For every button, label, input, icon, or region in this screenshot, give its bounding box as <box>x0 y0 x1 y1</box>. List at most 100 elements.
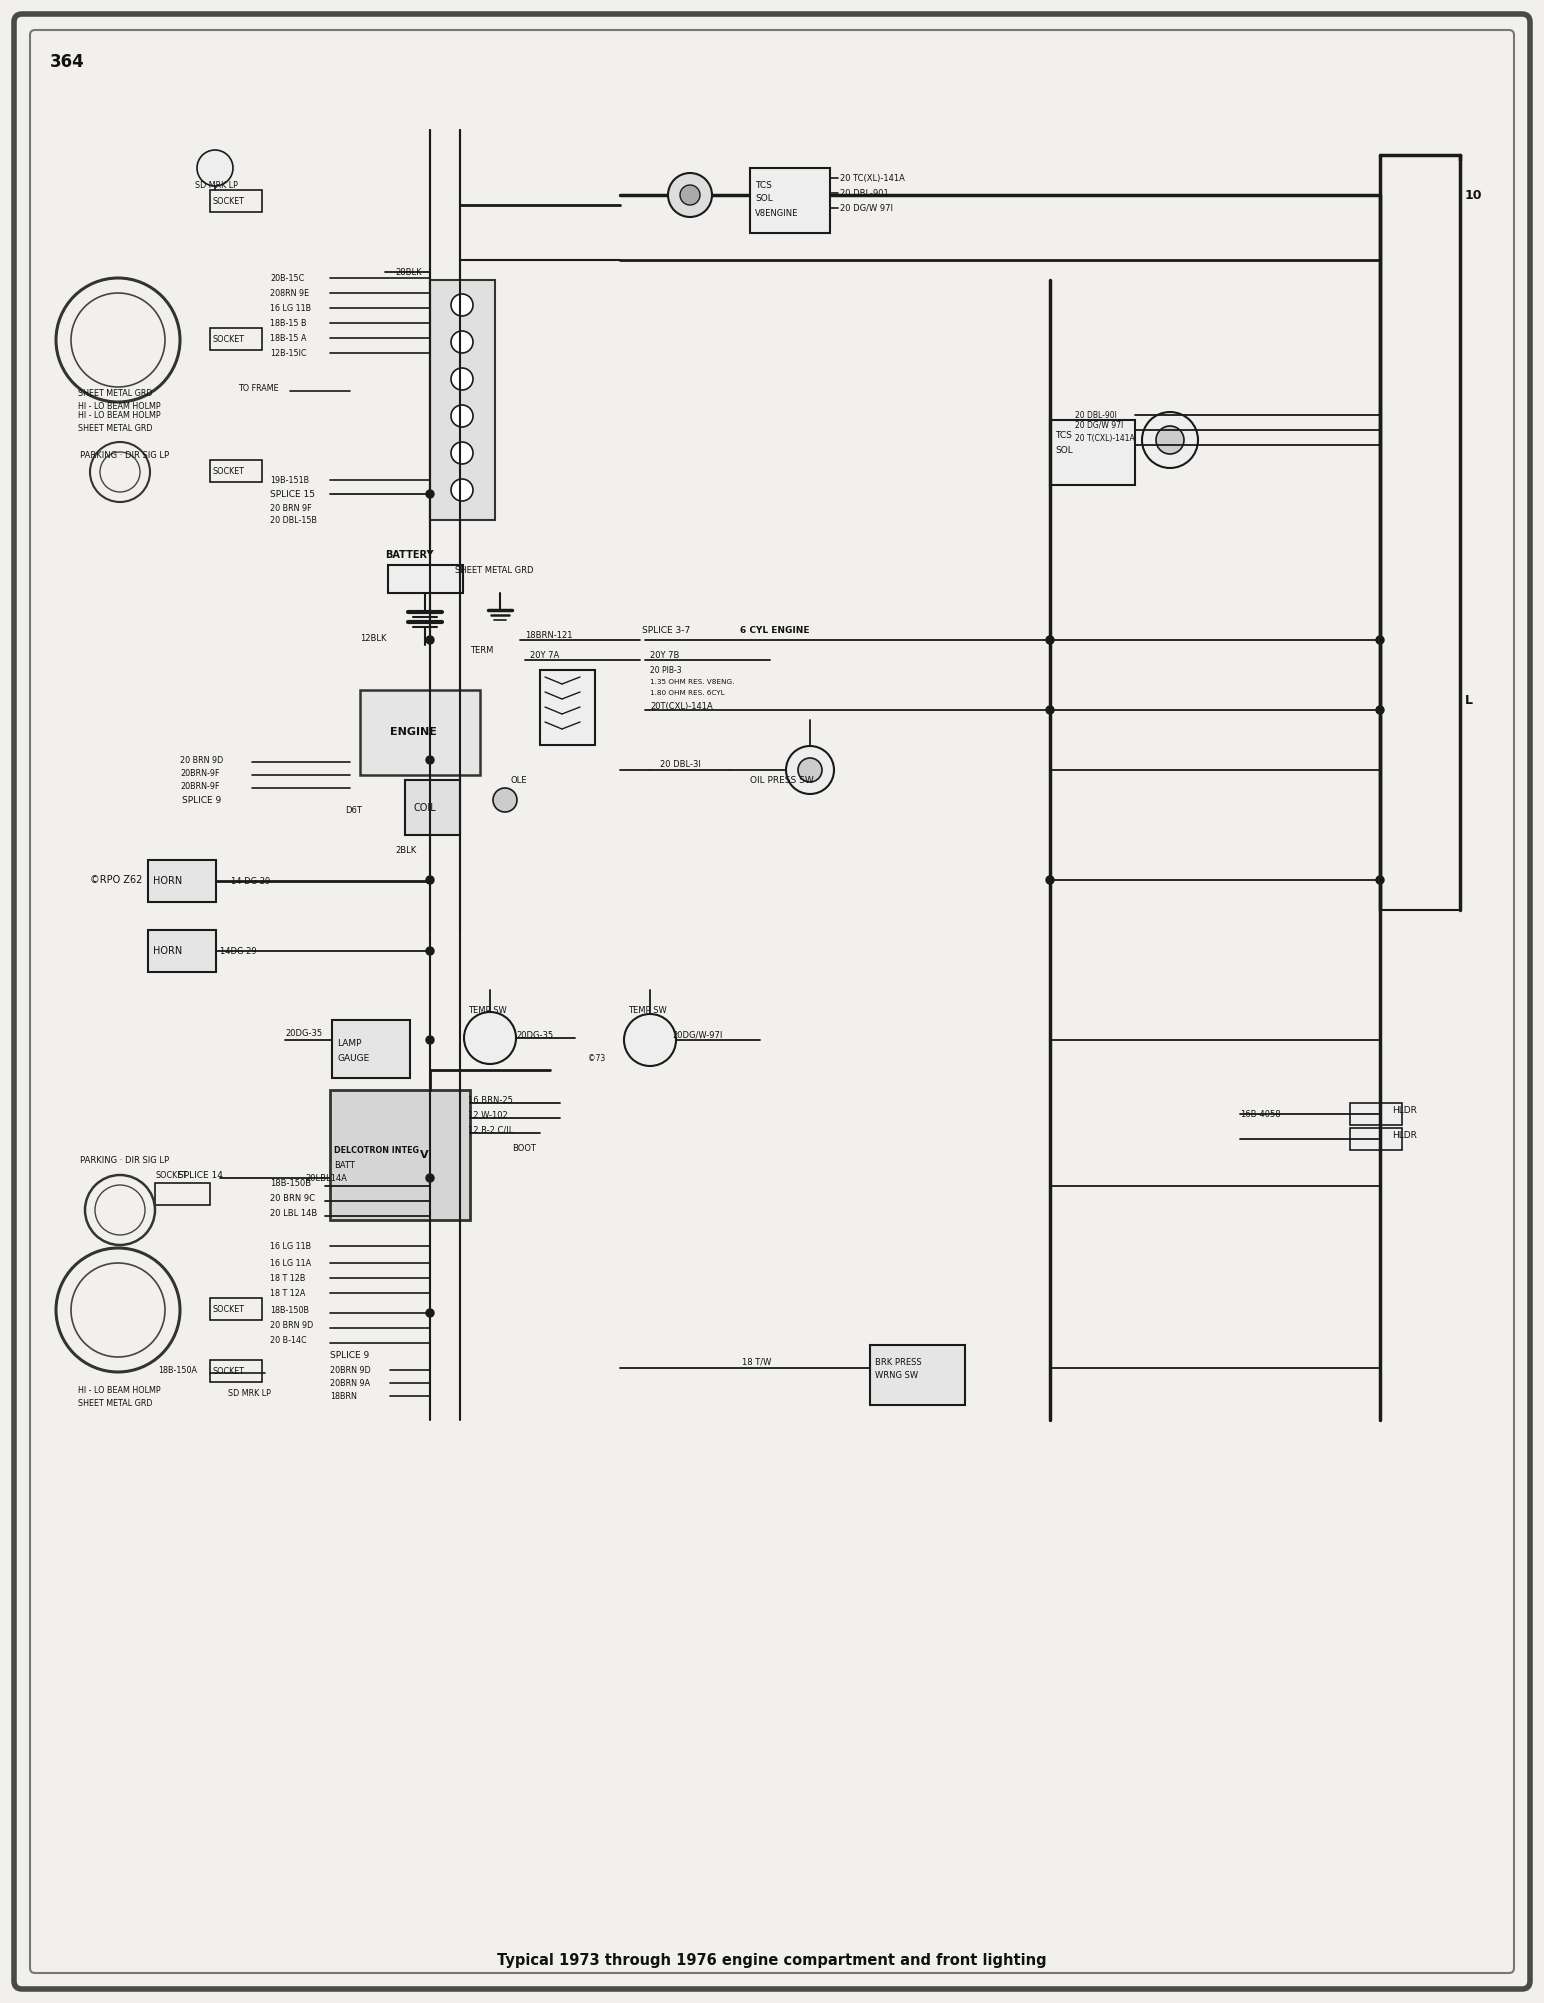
Bar <box>210 328 262 351</box>
Text: SPLICE 14: SPLICE 14 <box>178 1170 222 1180</box>
Text: 20 PIB-3: 20 PIB-3 <box>650 665 681 675</box>
Text: SOL: SOL <box>1055 445 1073 455</box>
Text: 364: 364 <box>49 52 85 70</box>
Bar <box>1050 421 1135 485</box>
Text: 6 CYL ENGINE: 6 CYL ENGINE <box>740 625 809 635</box>
Text: SOCKET: SOCKET <box>212 196 244 206</box>
Text: 20 T(CXL)-141A: 20 T(CXL)-141A <box>1075 433 1135 443</box>
Text: 18 T/W: 18 T/W <box>743 1358 772 1366</box>
Text: SPLICE 9: SPLICE 9 <box>330 1350 369 1360</box>
Text: HI - LO BEAM HOLMP: HI - LO BEAM HOLMP <box>79 411 161 419</box>
Bar <box>148 859 216 901</box>
Text: SOCKET: SOCKET <box>212 1366 244 1376</box>
Text: HI - LO BEAM HOLMP: HI - LO BEAM HOLMP <box>79 401 161 411</box>
Text: OLE: OLE <box>510 775 527 785</box>
Text: 19B-151B: 19B-151B <box>270 475 309 485</box>
Text: SPLICE 15: SPLICE 15 <box>270 489 315 499</box>
Text: BATT: BATT <box>334 1160 355 1170</box>
Bar <box>360 689 480 775</box>
Bar <box>388 565 463 593</box>
Text: TEMP SW: TEMP SW <box>468 1006 506 1014</box>
Text: 20BRN-9F: 20BRN-9F <box>181 781 219 791</box>
Text: D6T: D6T <box>344 805 361 815</box>
Text: LAMP: LAMP <box>337 1038 361 1048</box>
Text: 20LBL14A: 20LBL14A <box>306 1174 347 1182</box>
Text: 20 TC(XL)-141A: 20 TC(XL)-141A <box>840 174 905 182</box>
Bar <box>210 1360 262 1382</box>
Text: — 14 DG 29: — 14 DG 29 <box>219 877 270 885</box>
Text: COIL: COIL <box>412 803 435 813</box>
Circle shape <box>679 184 699 204</box>
Circle shape <box>624 1014 676 1066</box>
Text: 20 LBL 14B: 20 LBL 14B <box>270 1208 317 1218</box>
Circle shape <box>451 479 472 501</box>
Text: 18B-150B: 18B-150B <box>270 1306 309 1314</box>
Text: BRK PRESS: BRK PRESS <box>875 1358 922 1366</box>
Text: SD MRK LP: SD MRK LP <box>195 180 238 190</box>
Text: SHEET METAL GRD: SHEET METAL GRD <box>79 389 153 397</box>
Text: 20 DG/W 97I: 20 DG/W 97I <box>840 204 892 212</box>
Text: 16 LG 11B: 16 LG 11B <box>270 1242 312 1250</box>
Text: 20 BRN 9C: 20 BRN 9C <box>270 1194 315 1202</box>
FancyBboxPatch shape <box>14 14 1530 1989</box>
Text: 14DG 29: 14DG 29 <box>219 947 256 955</box>
Bar <box>332 1020 411 1078</box>
Text: 20 DBL-15B: 20 DBL-15B <box>270 515 317 525</box>
Text: HI - LO BEAM HOLMP: HI - LO BEAM HOLMP <box>79 1386 161 1394</box>
Text: ©RPO Z62: ©RPO Z62 <box>90 875 142 885</box>
Text: 20 DBL-3I: 20 DBL-3I <box>659 759 701 769</box>
Text: 12B-15IC: 12B-15IC <box>270 349 307 357</box>
Text: Typical 1973 through 1976 engine compartment and front lighting: Typical 1973 through 1976 engine compart… <box>497 1953 1047 1967</box>
Text: 16 LG 11B: 16 LG 11B <box>270 304 312 312</box>
Text: 28BLK: 28BLK <box>395 268 422 276</box>
Bar <box>330 1090 469 1220</box>
Text: V: V <box>420 1150 429 1160</box>
Text: 1.80 OHM RES. 6CYL: 1.80 OHM RES. 6CYL <box>650 689 724 695</box>
Text: 20BRN-9F: 20BRN-9F <box>181 769 219 777</box>
Text: 10: 10 <box>1465 188 1482 202</box>
Circle shape <box>1045 637 1055 645</box>
Circle shape <box>786 745 834 793</box>
Text: 1.35 OHM RES. V8ENG.: 1.35 OHM RES. V8ENG. <box>650 679 735 685</box>
Circle shape <box>1045 705 1055 713</box>
Text: SOCKET: SOCKET <box>212 467 244 475</box>
Text: TCS: TCS <box>1055 431 1072 439</box>
Circle shape <box>1143 413 1198 469</box>
Text: 12 W-102: 12 W-102 <box>468 1110 508 1120</box>
Text: 20T(CXL)-141A: 20T(CXL)-141A <box>650 701 713 711</box>
Text: 20BRN 9A: 20BRN 9A <box>330 1378 371 1388</box>
Text: HORN: HORN <box>153 945 182 955</box>
Text: 12BLK: 12BLK <box>360 633 386 643</box>
Text: 20 DG/W 97I: 20 DG/W 97I <box>1075 421 1122 429</box>
Bar <box>210 190 262 212</box>
Bar <box>540 669 594 745</box>
Text: 18BRN: 18BRN <box>330 1392 357 1400</box>
Text: SHEET METAL GRD: SHEET METAL GRD <box>79 1398 153 1408</box>
Bar <box>210 461 262 483</box>
Text: HORN: HORN <box>153 875 182 885</box>
Circle shape <box>1376 875 1383 883</box>
Text: BOOT: BOOT <box>513 1144 536 1152</box>
Text: PARKING · DIR SIG LP: PARKING · DIR SIG LP <box>80 1156 170 1164</box>
Text: BATTERY: BATTERY <box>384 551 434 561</box>
Text: TO FRAME: TO FRAME <box>238 383 278 393</box>
Text: SOCKET: SOCKET <box>212 1304 244 1314</box>
Text: HLDR: HLDR <box>1393 1130 1417 1140</box>
Bar <box>154 1184 210 1206</box>
Text: 18BRN-121: 18BRN-121 <box>525 631 573 639</box>
Bar <box>1349 1128 1402 1150</box>
Text: TCS: TCS <box>755 180 772 190</box>
Bar <box>1349 1104 1402 1126</box>
Circle shape <box>426 1174 434 1182</box>
Text: 20DG-35: 20DG-35 <box>516 1030 553 1040</box>
Text: 20 BRN 9D: 20 BRN 9D <box>181 755 224 765</box>
Text: SOL: SOL <box>755 194 772 202</box>
Text: TERM: TERM <box>469 645 494 655</box>
Text: SPLICE 3-7: SPLICE 3-7 <box>642 625 690 635</box>
Circle shape <box>426 491 434 499</box>
Bar <box>429 280 496 521</box>
Circle shape <box>1376 705 1383 713</box>
Text: SOCKET: SOCKET <box>212 335 244 343</box>
Circle shape <box>493 787 517 811</box>
Text: SOCKET: SOCKET <box>154 1170 187 1180</box>
